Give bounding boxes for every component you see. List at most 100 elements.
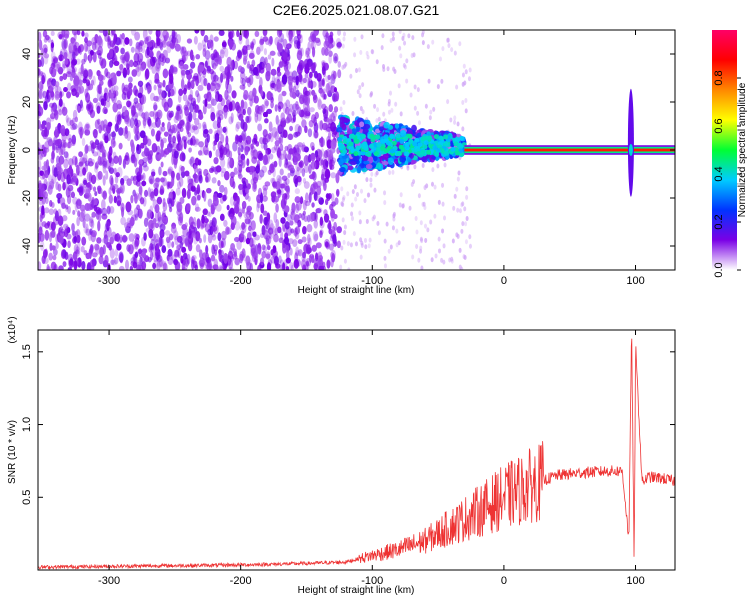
heatmap-cell (49, 77, 54, 83)
heatmap-cell (136, 66, 142, 77)
heatmap-cell (109, 236, 114, 245)
heatmap-cell (363, 123, 371, 130)
heatmap-cell (342, 149, 348, 155)
heatmap-cell (382, 63, 386, 69)
heatmap-cell (50, 105, 55, 114)
heatmap-cell (220, 157, 226, 168)
heatmap-cell (118, 251, 124, 263)
heatmap-cell (388, 170, 392, 176)
heatmap-cell (383, 134, 389, 140)
colorbar-ticks: 0.00.20.40.60.8 (713, 70, 741, 278)
heatmap-cell (104, 31, 110, 42)
heatmap-cell (103, 229, 108, 239)
heatmap-cell (59, 91, 63, 100)
heatmap-cell (94, 162, 99, 170)
heatmap-cell (350, 202, 354, 208)
heatmap-cell (254, 250, 259, 260)
heatmap-cell (420, 136, 426, 142)
heatmap-cell (302, 251, 306, 259)
heatmap-cell (444, 150, 450, 156)
heatmap-cell (224, 186, 228, 196)
heatmap-cell (324, 36, 331, 47)
heatmap-cell (269, 50, 276, 56)
heatmap-cell (278, 135, 284, 145)
heatmap-cell (48, 180, 54, 190)
heatmap-cell (56, 61, 61, 69)
heatmap-cell (224, 142, 230, 153)
heatmap-cell (38, 232, 41, 244)
heatmap-cell (285, 116, 291, 124)
heatmap-cell (180, 165, 185, 173)
heatmap-cell (185, 100, 190, 107)
heatmap-cell (247, 195, 251, 202)
heatmap-cell (432, 106, 436, 112)
heatmap-cell (262, 195, 268, 202)
heatmap-cell (108, 48, 114, 59)
heatmap-cell (296, 40, 301, 50)
heatmap-cell (250, 42, 254, 51)
heatmap-cell (66, 91, 72, 99)
heatmap-cell (151, 142, 158, 153)
heatmap-cell (200, 30, 205, 37)
heatmap-cell (309, 212, 315, 223)
heatmap-cell (186, 189, 191, 200)
heatmap-cell (254, 30, 260, 37)
heatmap-cell (451, 238, 455, 244)
heatmap-cell (65, 151, 69, 162)
heatmap-cell (399, 138, 405, 144)
heatmap-spike-core (628, 144, 633, 156)
heatmap-cell (341, 43, 345, 49)
heatmap-cell (460, 202, 464, 208)
heatmap-cell (40, 56, 45, 67)
heatmap-cell (129, 38, 133, 47)
heatmap-cell (302, 210, 306, 216)
heatmap-cell (193, 72, 199, 81)
heatmap-cell (250, 146, 256, 154)
heatmap-cell (324, 168, 331, 180)
heatmap-cell (161, 137, 167, 144)
heatmap-cell (464, 69, 468, 75)
heatmap-cell (330, 249, 336, 261)
heatmap-cell (74, 116, 79, 123)
heatmap-cell (292, 156, 298, 166)
heatmap-cell (294, 188, 300, 195)
heatmap-cell (111, 84, 116, 95)
heatmap-cell (313, 263, 319, 270)
heatmap-cell (176, 114, 182, 122)
heatmap-cell (441, 201, 445, 207)
heatmap-cell (318, 197, 325, 205)
heatmap-cell (453, 193, 457, 199)
heatmap-cell (50, 261, 57, 270)
heatmap-cell (204, 98, 208, 108)
heatmap-cell (316, 72, 322, 82)
heatmap-cell (346, 165, 354, 171)
heatmap-cell (190, 61, 196, 69)
heatmap-cell (343, 258, 347, 264)
heatmap-cell (278, 93, 283, 105)
heatmap-cell (141, 251, 147, 259)
heatmap-cell (156, 130, 161, 138)
heatmap-cell (104, 254, 109, 266)
heatmap-cell (317, 97, 321, 108)
heatmap-cell (267, 227, 274, 235)
heatmap-cell (153, 182, 159, 189)
spectrogram-x-label: Height of straight line (km) (298, 285, 415, 296)
heatmap-cell (121, 206, 125, 218)
heatmap-cell (58, 155, 65, 165)
heatmap-cell (203, 215, 208, 224)
heatmap-cell (468, 234, 472, 240)
heatmap-cell (116, 103, 123, 110)
heatmap-cell (256, 46, 261, 56)
heatmap-cell (298, 161, 303, 168)
heatmap-cell (325, 82, 331, 94)
heatmap-cell (38, 206, 44, 213)
heatmap-cell (73, 235, 77, 243)
heatmap-cell (259, 43, 264, 52)
heatmap-cell (324, 198, 329, 206)
heatmap-cell (315, 252, 319, 262)
heatmap-cell (300, 258, 307, 270)
heatmap-cell (174, 235, 179, 246)
heatmap-cell (221, 230, 227, 241)
heatmap-cell (294, 258, 301, 267)
heatmap-cell (327, 74, 331, 81)
